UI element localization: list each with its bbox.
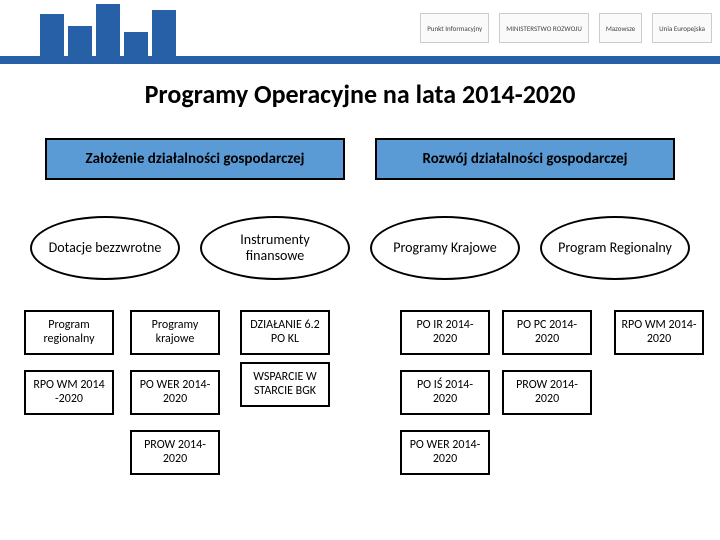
banner-bar [96, 4, 120, 56]
blue-strip [0, 56, 720, 64]
leaf-poir: PO IR 2014-2020 [400, 310, 490, 355]
banner-bar [40, 14, 64, 56]
headers-row: Założenie działalności gospodarczej Rozw… [0, 138, 720, 180]
banner-logos: Punkt Informacyjny MINISTERSTWO ROZWOJU … [176, 0, 720, 56]
ellipses-row: Dotacje bezzwrotne Instrumenty finansowe… [0, 216, 720, 280]
header-right: Rozwój działalności gospodarczej [375, 138, 675, 180]
ellipse-dotacje: Dotacje bezzwrotne [30, 216, 180, 280]
banner-bar [124, 32, 148, 56]
page-title: Programy Operacyjne na lata 2014-2020 [0, 78, 720, 110]
logo-ministerstwo: MINISTERSTWO ROZWOJU [499, 13, 589, 43]
leaf-program-regionalny: Program regionalny [24, 310, 114, 355]
leaf-dzialanie-62: DZIAŁANIE 6.2 PO KL [240, 310, 330, 355]
banner-bar [152, 10, 176, 56]
ellipse-program-regionalny: Program Regionalny [540, 216, 690, 280]
logo-eu: Unia Europejska [652, 13, 712, 43]
ellipse-instrumenty: Instrumenty finansowe [200, 216, 350, 280]
header-left: Założenie działalności gospodarczej [45, 138, 345, 180]
leaf-power-right: PO WER 2014-2020 [400, 430, 490, 475]
ellipse-programy-krajowe: Programy Krajowe [370, 216, 520, 280]
leaf-popc: PO PC 2014-2020 [502, 310, 592, 355]
leaf-pois: PO IŚ 2014-2020 [400, 370, 490, 415]
leaf-prow-left: PROW 2014-2020 [130, 430, 220, 475]
logo-mazowsze: Mazowsze [599, 13, 642, 43]
leaf-programy-krajowe: Programy krajowe [130, 310, 220, 355]
leaf-wsparcie-bgk: WSPARCIE W STARCIE BGK [240, 362, 330, 407]
banner-bar [68, 26, 92, 56]
leaf-rpowm-right: RPO WM 2014-2020 [614, 310, 704, 355]
leaf-prow-right: PROW 2014-2020 [502, 370, 592, 415]
leaf-rpowm-left: RPO WM 2014 -2020 [24, 370, 114, 415]
logo-punkt: Punkt Informacyjny [420, 13, 489, 43]
leaves-area: Program regionalny Programy krajowe DZIA… [0, 310, 720, 490]
banner-bars [0, 0, 176, 56]
leaf-power-left: PO WER 2014-2020 [130, 370, 220, 415]
top-banner: Punkt Informacyjny MINISTERSTWO ROZWOJU … [0, 0, 720, 56]
